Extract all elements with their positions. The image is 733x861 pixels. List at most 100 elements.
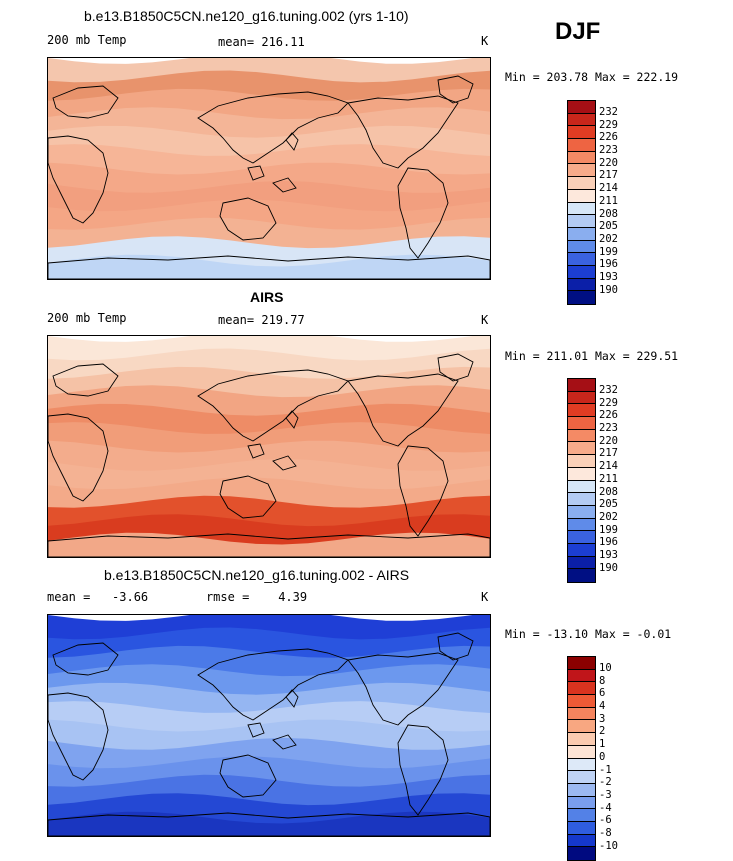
- colorbar-swatch: [568, 543, 595, 557]
- panel2-colorbar-labels: 232 229 226 223 220 217 214 211 208 205 202 199 196 1…: [599, 384, 618, 574]
- colorbar-swatch: [568, 391, 595, 405]
- colorbar-swatch: [568, 695, 595, 708]
- panel2-minmax: Min = 211.01 Max = 229.51: [505, 349, 679, 363]
- colorbar-swatch: [568, 758, 595, 772]
- colorbar-swatch: [568, 227, 595, 241]
- colorbar-label: 211: [599, 194, 618, 207]
- coastline: [347, 95, 459, 169]
- colorbar-label: 217: [599, 447, 618, 460]
- coastline: [285, 689, 299, 708]
- colorbar-label: 211: [599, 472, 618, 485]
- colorbar-swatch: [568, 707, 595, 721]
- colorbar-swatch: [568, 467, 595, 481]
- colorbar-label: 226: [599, 131, 618, 144]
- colorbar-swatch: [568, 783, 595, 797]
- coastline: [48, 135, 109, 224]
- colorbar-label: 223: [599, 144, 618, 157]
- colorbar-label: 205: [599, 220, 618, 233]
- colorbar-swatch: [568, 253, 595, 266]
- colorbar-swatch: [568, 278, 595, 292]
- colorbar-label: 2: [599, 725, 606, 738]
- coastline: [48, 533, 490, 557]
- panel1-title: b.e13.B1850C5CN.ne120_g16.tuning.002 (yr…: [84, 8, 409, 24]
- colorbar-swatch: [568, 429, 595, 443]
- colorbar-swatch: [568, 417, 595, 430]
- colorbar-swatch: [568, 809, 595, 822]
- coastline: [48, 413, 109, 502]
- coastline: [437, 353, 474, 382]
- coastline: [272, 734, 297, 750]
- panel1-mean: mean= 216.11: [218, 35, 305, 49]
- colorbar-label: 205: [599, 498, 618, 511]
- colorbar-label: 3: [599, 712, 606, 725]
- colorbar-swatch: [568, 455, 595, 468]
- colorbar-swatch: [568, 682, 595, 696]
- colorbar-label: 220: [599, 156, 618, 169]
- colorbar-swatch: [568, 733, 595, 746]
- colorbar-label: 196: [599, 258, 618, 271]
- colorbar-swatch: [568, 569, 595, 582]
- colorbar-label: 190: [599, 283, 618, 296]
- panel3-units: K: [481, 590, 489, 604]
- panel1-minmax: Min = 203.78 Max = 222.19: [505, 70, 679, 84]
- colorbar-label: 190: [599, 561, 618, 574]
- panel1-colorbar: [567, 100, 596, 305]
- colorbar-swatch: [568, 177, 595, 190]
- coastline: [197, 648, 349, 721]
- colorbar-swatch: [568, 796, 595, 810]
- panel1-variable: 200 mb Temp: [47, 33, 127, 47]
- coastline: [397, 445, 449, 537]
- colorbar-label: -3: [599, 788, 612, 801]
- colorbar-label: -4: [599, 801, 612, 814]
- colorbar-swatch: [568, 139, 595, 152]
- colorbar-label: -1: [599, 763, 612, 776]
- colorbar-label: 10: [599, 662, 612, 674]
- colorbar-swatch: [568, 265, 595, 279]
- colorbar-swatch: [568, 291, 595, 304]
- panel1-units: K: [481, 34, 489, 48]
- coastline: [347, 652, 459, 726]
- colorbar-label: 217: [599, 169, 618, 182]
- panel1-colorbar-labels: 232 229 226 223 220 217 214 211 208 205 202 199 196 1…: [599, 106, 618, 296]
- colorbar-label: 208: [599, 207, 618, 220]
- colorbar-label: -8: [599, 826, 612, 839]
- coastline: [247, 443, 265, 459]
- colorbar-swatch: [568, 164, 595, 178]
- panel3-stats: mean = -3.66 rmse = 4.39: [47, 590, 308, 604]
- colorbar-swatch: [568, 531, 595, 544]
- colorbar-label: 199: [599, 245, 618, 258]
- colorbar-swatch: [568, 745, 595, 759]
- colorbar-label: 1: [599, 738, 606, 751]
- colorbar-swatch: [568, 493, 595, 506]
- colorbar-label: 223: [599, 422, 618, 435]
- colorbar-swatch: [568, 720, 595, 734]
- panel2-map: [47, 335, 491, 558]
- colorbar-label: 199: [599, 523, 618, 536]
- panel2-mean: mean= 219.77: [218, 313, 305, 327]
- colorbar-swatch: [568, 189, 595, 203]
- colorbar-label: -2: [599, 776, 612, 789]
- panel3-map: [47, 614, 491, 837]
- coastline: [48, 812, 490, 836]
- colorbar-swatch: [568, 771, 595, 784]
- colorbar-label: 8: [599, 674, 606, 687]
- colorbar-label: 0: [599, 750, 606, 763]
- colorbar-swatch: [568, 834, 595, 848]
- temperature-band: [48, 811, 490, 836]
- colorbar-swatch: [568, 556, 595, 570]
- colorbar-label: 214: [599, 460, 618, 473]
- coastline: [48, 255, 490, 279]
- coastline: [397, 724, 449, 816]
- coastline: [247, 722, 265, 738]
- colorbar-label: 202: [599, 510, 618, 523]
- colorbar-swatch: [568, 379, 595, 392]
- coastline: [219, 475, 277, 519]
- colorbar-swatch: [568, 518, 595, 532]
- coastline: [48, 692, 109, 781]
- colorbar-swatch: [568, 215, 595, 228]
- panel3-minmax: Min = -13.10 Max = -0.01: [505, 627, 672, 641]
- colorbar-label: 226: [599, 409, 618, 422]
- colorbar-swatch: [568, 821, 595, 835]
- panel3-colorbar: [567, 656, 596, 861]
- panel1-map-plot: [48, 58, 490, 279]
